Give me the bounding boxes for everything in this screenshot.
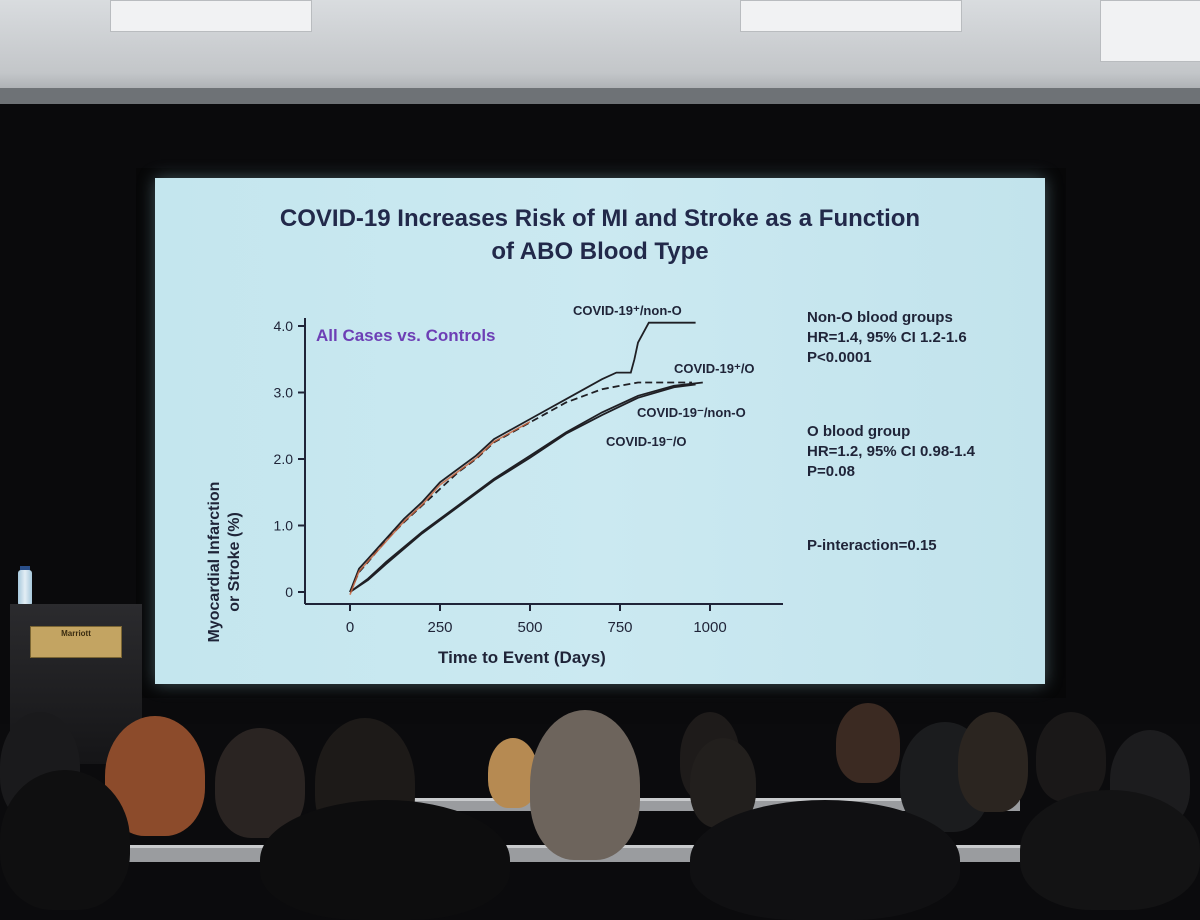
- chart-panel-label: All Cases vs. Controls: [316, 326, 496, 345]
- x-tick-label: 250: [427, 619, 452, 636]
- interaction-p-value: P-interaction=0.15: [807, 537, 937, 554]
- y-axis-label-line-2: or Stroke (%): [226, 512, 243, 612]
- o-stats: O blood group HR=1.2, 95% CI 0.98-1.4 P=…: [807, 422, 975, 482]
- o-p-value: P=0.08: [807, 463, 855, 480]
- kaplan-meier-chart: 0 1.0 2.0 3.0 4.0 0 250 500 750 1000 COVID-19⁺/non…: [274, 303, 783, 636]
- podium-brand: Marriott: [61, 629, 91, 638]
- non-o-stats: Non-O blood groups HR=1.4, 95% CI 1.2-1.…: [807, 308, 967, 368]
- slide-title-line-1: COVID-19 Increases Risk of MI and Stroke…: [279, 205, 921, 232]
- audience-head: [836, 703, 900, 783]
- audience-head: [690, 800, 960, 920]
- ceiling-beam: [0, 88, 1200, 104]
- y-tick-label: 3.0: [274, 385, 294, 401]
- audience-head: [488, 738, 538, 808]
- water-bottle-cap: [20, 566, 30, 572]
- audience-head: [1020, 790, 1200, 910]
- water-bottle: [18, 570, 32, 606]
- y-tick-label: 1.0: [274, 518, 294, 534]
- non-o-hr: HR=1.4, 95% CI 1.2-1.6: [807, 329, 967, 346]
- series-label-1: COVID-19⁺/non-O: [573, 303, 682, 318]
- audience-head: [958, 712, 1028, 812]
- series-label-3: COVID-19⁻/non-O: [637, 405, 746, 420]
- y-tick-label: 0: [285, 584, 293, 600]
- slide-title: COVID-19 Increases Risk of MI and Stroke…: [155, 202, 1045, 268]
- x-tick-label: 1000: [693, 619, 726, 636]
- series-line-1: [349, 321, 696, 593]
- ceiling-light-panel: [110, 0, 312, 32]
- x-tick-label: 750: [607, 619, 632, 636]
- ceiling-light-panel: [740, 0, 962, 32]
- series-line-4: [349, 383, 696, 593]
- series-overlay-line: [349, 421, 531, 595]
- x-axis-label: Time to Event (Days): [438, 648, 606, 667]
- x-tick-label: 0: [346, 619, 354, 636]
- audience-head: [0, 770, 130, 910]
- o-hr: HR=1.2, 95% CI 0.98-1.4: [807, 443, 976, 460]
- audience-head: [1036, 712, 1106, 802]
- audience-head: [530, 710, 640, 860]
- non-o-p-value: P<0.0001: [807, 349, 872, 366]
- y-axis-label-line-1: Myocardial Infarction: [206, 481, 223, 643]
- ceiling-light-panel: [1100, 0, 1200, 62]
- series-line-3: [349, 381, 703, 593]
- projected-slide: COVID-19 Increases Risk of MI and Stroke…: [155, 178, 1045, 684]
- y-tick-label: 4.0: [274, 318, 294, 334]
- series-label-4: COVID-19⁻/O: [606, 434, 687, 449]
- y-axis-label: Myocardial Infarction or Stroke (%): [205, 462, 245, 662]
- audience-head: [260, 800, 510, 920]
- non-o-heading: Non-O blood groups: [807, 309, 953, 326]
- series-label-2: COVID-19⁺/O: [674, 361, 755, 376]
- podium-logo-plate: Marriott: [30, 626, 122, 658]
- ceiling: [0, 0, 1200, 104]
- slide-title-line-2: of ABO Blood Type: [491, 238, 709, 265]
- y-tick-label: 2.0: [274, 451, 294, 467]
- x-tick-label: 500: [517, 619, 542, 636]
- o-heading: O blood group: [807, 423, 911, 440]
